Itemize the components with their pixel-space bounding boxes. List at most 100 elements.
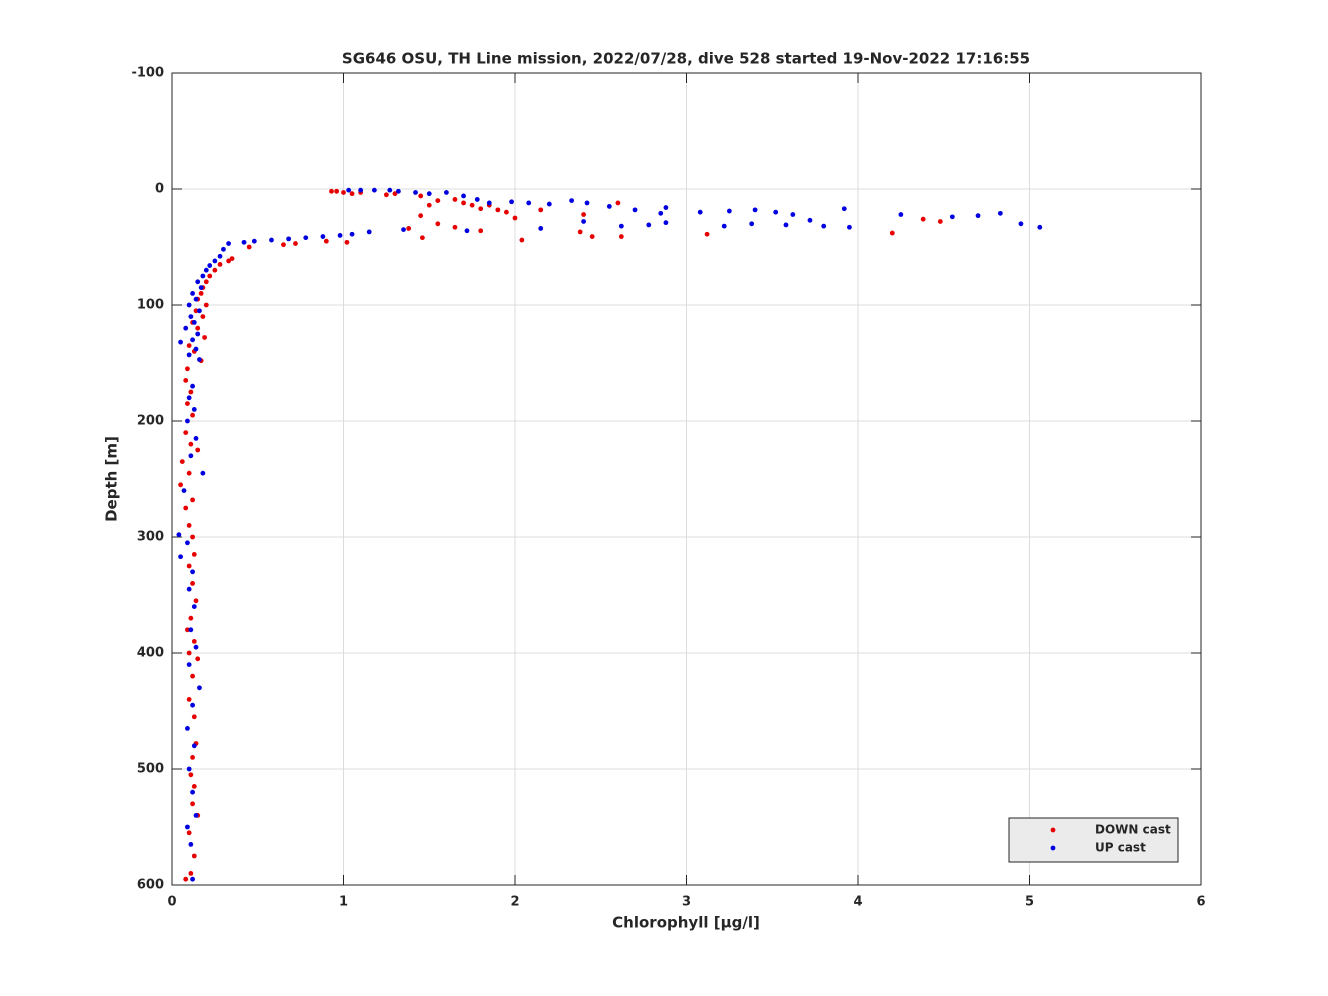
data-point [186,302,192,308]
data-point [721,223,727,229]
data-point [183,325,189,331]
data-point [191,552,197,557]
data-point [188,615,194,621]
data-point [461,200,466,206]
data-point [341,190,346,195]
data-point [452,224,458,230]
data-point [185,366,190,372]
data-point [200,273,206,279]
data-point [358,187,364,193]
x-tick-label: 0 [167,895,176,910]
data-point [191,784,197,789]
data-point [203,267,209,273]
data-point [190,876,195,882]
data-point [191,714,197,720]
plot-frame [171,72,1202,886]
data-point [663,220,669,226]
y-axis-label: Depth [m] [103,436,121,522]
x-tick-label: 4 [853,895,862,910]
data-point [207,273,213,279]
data-point [193,308,199,314]
data-point [526,200,532,206]
data-point [190,581,195,586]
y-tick-label: 100 [137,298,164,313]
data-point [190,801,195,807]
data-point [190,755,195,760]
data-point [183,876,189,882]
data-point [618,234,624,239]
data-point [190,497,195,503]
data-point [202,335,207,340]
data-point [519,237,525,243]
y-tick-label: 200 [137,414,164,429]
data-point [195,325,201,331]
data-point [197,685,202,691]
data-point [179,459,185,464]
data-point [188,389,194,395]
data-point [320,234,326,239]
data-point [190,291,195,296]
data-point [186,830,192,836]
data-point [186,586,192,592]
data-point [752,207,758,213]
data-point [185,824,190,830]
data-point [392,191,398,197]
data-point [200,470,206,476]
data-point [193,598,199,604]
data-point [186,662,192,667]
data-point [186,650,192,656]
data-point [221,246,226,252]
data-point [697,209,703,215]
data-point [418,193,424,199]
data-point [413,190,418,195]
data-point [195,331,201,337]
data-point [478,206,484,212]
data-point [975,213,981,219]
data-point [203,302,209,308]
data-point [346,187,352,193]
data-point [920,216,926,222]
data-point [185,627,190,633]
data-point [618,223,624,229]
data-point [212,267,218,273]
chart-title: SG646 OSU, TH Line mission, 2022/07/28, … [342,50,1030,68]
data-point [1018,221,1024,227]
data-point [183,378,189,383]
legend-label: UP cast [1095,841,1146,855]
data-point [821,223,827,229]
data-point [569,198,574,204]
data-point [190,534,195,540]
data-point [246,244,252,250]
data-point [193,296,199,302]
y-tick-label: -100 [131,66,164,81]
data-point [538,207,544,213]
data-point [898,212,904,217]
data-point [183,505,189,511]
data-point [464,228,470,234]
data-point [186,523,192,528]
data-point [444,190,449,195]
data-point [337,233,343,238]
data-point [469,202,475,208]
data-point [783,222,789,228]
data-point [190,569,195,575]
data-point [188,772,194,778]
data-point [185,726,190,731]
x-tick-label: 3 [682,895,691,910]
data-point [186,352,192,358]
data-point [185,401,190,406]
data-point [181,488,187,493]
data-point [889,230,895,236]
data-point [790,212,796,217]
data-point [841,206,847,212]
data-point [195,447,201,453]
data-point [749,221,755,227]
y-tick-label: 600 [137,878,164,893]
data-point [704,231,710,237]
data-point [188,871,194,876]
x-tick-label: 1 [339,895,348,910]
data-point [495,207,501,213]
data-point [349,231,355,237]
data-point [251,238,257,244]
